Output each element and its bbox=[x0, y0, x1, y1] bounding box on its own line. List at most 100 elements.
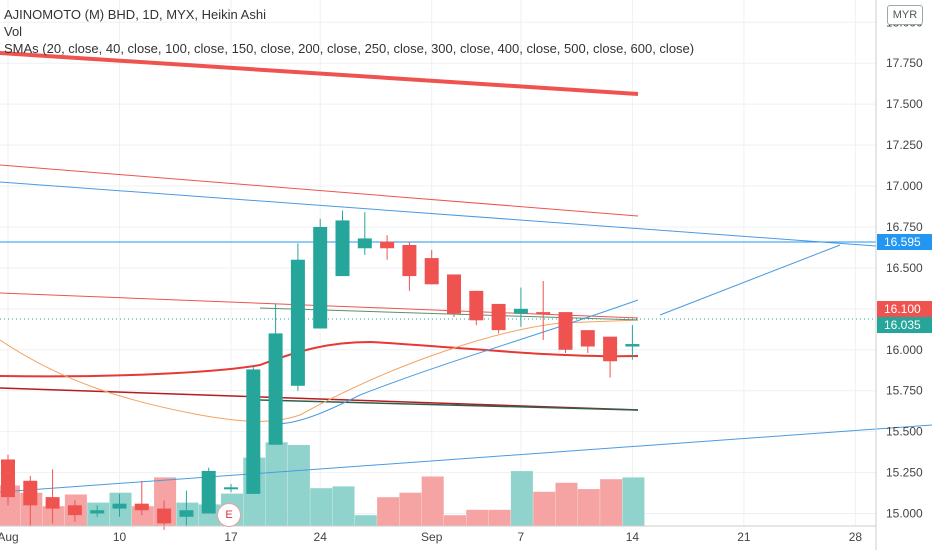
price-tick-label: 17.000 bbox=[886, 179, 923, 193]
time-tick-label: 24 bbox=[314, 530, 328, 544]
price-tick-label: 17.250 bbox=[886, 138, 923, 152]
volume-bar bbox=[510, 471, 533, 526]
earnings-event-marker[interactable]: E bbox=[217, 503, 241, 527]
candle-body[interactable] bbox=[380, 241, 395, 249]
candle-body[interactable] bbox=[134, 503, 149, 511]
time-tick-label: Aug bbox=[0, 530, 19, 544]
candles bbox=[1, 210, 640, 530]
moving-averages bbox=[0, 51, 932, 493]
candle-body[interactable] bbox=[402, 244, 417, 277]
time-tick-label: Sep bbox=[421, 530, 443, 544]
candle-body[interactable] bbox=[45, 497, 60, 509]
candle-body[interactable] bbox=[268, 333, 283, 445]
candle-body[interactable] bbox=[224, 487, 238, 490]
volume-bar bbox=[87, 502, 110, 526]
price-tag-bg bbox=[877, 234, 932, 250]
candle-body[interactable] bbox=[424, 258, 439, 285]
volume-bar bbox=[399, 492, 422, 526]
chart-legend: AJINOMOTO (M) BHD, 1D, MYX, Heikin Ashi … bbox=[4, 6, 694, 57]
candle-body[interactable] bbox=[90, 510, 105, 514]
candle-body[interactable] bbox=[246, 369, 261, 494]
trendline-lower[interactable] bbox=[0, 424, 932, 493]
time-tick-label: 7 bbox=[518, 530, 525, 544]
volume-bar bbox=[488, 509, 511, 526]
price-tick-label: 15.250 bbox=[886, 466, 923, 480]
candle-body[interactable] bbox=[625, 344, 640, 347]
volume-bar bbox=[421, 476, 444, 526]
candle-body[interactable] bbox=[290, 259, 305, 386]
volume-bar bbox=[131, 506, 154, 526]
volume-bar bbox=[109, 492, 132, 526]
candle-body[interactable] bbox=[1, 459, 15, 498]
candle-body[interactable] bbox=[201, 470, 216, 514]
volume-bar bbox=[466, 509, 489, 526]
candle-body[interactable] bbox=[179, 510, 194, 517]
sma-600-line[interactable] bbox=[0, 51, 639, 96]
candle-body[interactable] bbox=[23, 480, 38, 506]
price-tick-label: 17.750 bbox=[886, 56, 923, 70]
volume-bar bbox=[577, 489, 600, 526]
volume-bar bbox=[622, 477, 645, 526]
price-tick-label: 14.750 bbox=[886, 547, 923, 550]
volume-bar bbox=[310, 488, 333, 526]
candle-body[interactable] bbox=[580, 330, 595, 347]
price-tag: 16.595 bbox=[877, 234, 932, 250]
price-tag-label: 16.035 bbox=[884, 318, 921, 332]
volume-bar bbox=[287, 445, 310, 526]
price-tick-label: 17.500 bbox=[886, 97, 923, 111]
candle-body[interactable] bbox=[357, 238, 372, 249]
currency-button[interactable]: MYR bbox=[887, 5, 923, 25]
time-axis[interactable]: Aug 10 17 24 Sep 7 14 21 28 bbox=[0, 530, 862, 544]
candle-body[interactable] bbox=[67, 505, 82, 516]
time-tick-label: 14 bbox=[626, 530, 640, 544]
candle-body[interactable] bbox=[112, 503, 127, 509]
candle-body[interactable] bbox=[157, 508, 172, 524]
projection-arrow[interactable] bbox=[659, 244, 841, 316]
price-tick-label: 16.750 bbox=[886, 220, 923, 234]
volume-bar bbox=[332, 486, 355, 526]
sma-200-line[interactable] bbox=[0, 340, 639, 378]
price-tag-label: 16.595 bbox=[884, 235, 921, 249]
time-tick-label: 17 bbox=[224, 530, 238, 544]
volume-bar bbox=[533, 491, 556, 526]
volume-bar bbox=[377, 497, 400, 526]
price-tag-bg bbox=[877, 301, 932, 317]
symbol-title: AJINOMOTO (M) BHD, 1D, MYX, Heikin Ashi bbox=[4, 7, 266, 22]
vol-indicator-label: Vol bbox=[4, 24, 23, 39]
candle-body[interactable] bbox=[513, 308, 528, 314]
price-tag-bg bbox=[877, 317, 932, 333]
candle-body[interactable] bbox=[536, 312, 551, 315]
sma-100-line[interactable] bbox=[0, 319, 639, 422]
time-tick-label: 21 bbox=[737, 530, 751, 544]
volume-bar bbox=[600, 479, 623, 526]
candle-body[interactable] bbox=[447, 274, 461, 314]
candle-body[interactable] bbox=[603, 336, 618, 362]
price-axis[interactable]: 18.00017.75017.50017.25017.00016.75016.5… bbox=[886, 15, 923, 550]
price-tag: 16.100 bbox=[877, 301, 932, 317]
time-tick-label: 10 bbox=[113, 530, 127, 544]
sma-300-line[interactable] bbox=[0, 387, 639, 411]
volume-bar bbox=[42, 506, 65, 526]
time-tick-label: 28 bbox=[849, 530, 863, 544]
sma-indicator-label: SMAs (20, close, 40, close, 100, close, … bbox=[4, 41, 695, 56]
price-tick-label: 16.000 bbox=[886, 343, 923, 357]
volume-bar bbox=[265, 442, 288, 526]
volume-bar bbox=[354, 515, 377, 526]
price-tag-label: 16.100 bbox=[884, 302, 921, 316]
candle-body[interactable] bbox=[335, 220, 350, 277]
candle-body[interactable] bbox=[313, 226, 328, 329]
sma-500-line[interactable] bbox=[0, 164, 639, 217]
volume-bar bbox=[444, 515, 466, 526]
price-tick-label: 15.500 bbox=[886, 425, 923, 439]
price-tag: 16.035 bbox=[877, 317, 932, 333]
price-tick-label: 16.500 bbox=[886, 261, 923, 275]
volume-bar bbox=[555, 482, 578, 526]
price-tick-label: 15.000 bbox=[886, 507, 923, 521]
candle-body[interactable] bbox=[469, 290, 484, 321]
candle-body[interactable] bbox=[558, 312, 573, 350]
price-tick-label: 15.750 bbox=[886, 384, 923, 398]
sma-250-line[interactable] bbox=[259, 399, 639, 411]
candle-body[interactable] bbox=[491, 303, 506, 331]
trendline-upper[interactable] bbox=[0, 181, 877, 247]
